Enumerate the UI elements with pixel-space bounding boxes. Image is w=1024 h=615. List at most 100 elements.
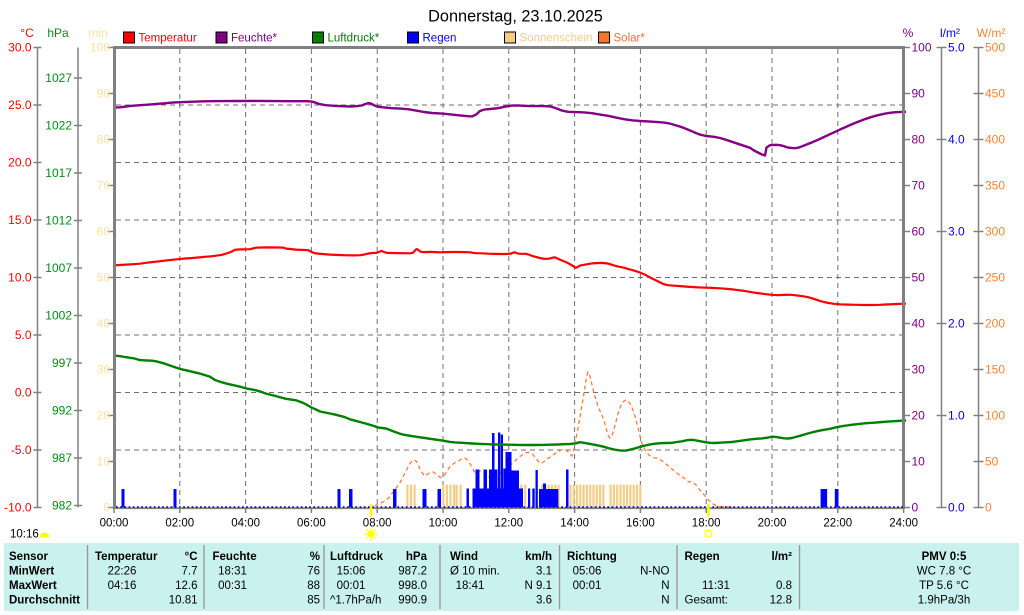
svg-text:0.0: 0.0 (948, 501, 965, 515)
svg-text:300: 300 (985, 225, 1005, 239)
svg-text:18:31: 18:31 (218, 566, 247, 578)
svg-text:00:00: 00:00 (100, 518, 129, 530)
svg-text:16:00: 16:00 (626, 518, 655, 530)
svg-text:20: 20 (97, 409, 111, 423)
svg-text:04:00: 04:00 (231, 518, 260, 530)
svg-text:N-NO: N-NO (640, 566, 669, 578)
svg-text:14:00: 14:00 (560, 518, 589, 530)
svg-text:22:26: 22:26 (108, 566, 137, 578)
svg-text:982: 982 (52, 499, 72, 513)
svg-text:TP 5.6 °C: TP 5.6 °C (919, 580, 969, 592)
svg-text:3.6: 3.6 (536, 595, 552, 607)
svg-text:30: 30 (912, 363, 926, 377)
svg-text:350: 350 (985, 179, 1005, 193)
svg-text:90: 90 (912, 87, 926, 101)
svg-text:15:06: 15:06 (337, 566, 366, 578)
svg-text:10: 10 (97, 455, 111, 469)
svg-text:4.0: 4.0 (948, 133, 965, 147)
svg-text:hPa: hPa (406, 551, 428, 563)
svg-text:25.0: 25.0 (8, 98, 32, 112)
svg-text:3.1: 3.1 (536, 566, 552, 578)
svg-text:hPa: hPa (47, 26, 69, 40)
svg-text:24:00: 24:00 (889, 518, 918, 530)
svg-text:88: 88 (307, 580, 320, 592)
svg-text:°C: °C (185, 551, 198, 563)
svg-text:10.0: 10.0 (8, 271, 32, 285)
svg-text:1022: 1022 (45, 119, 72, 133)
svg-text:12:00: 12:00 (494, 518, 523, 530)
svg-text:0: 0 (912, 501, 919, 515)
svg-text:5.0: 5.0 (948, 41, 965, 55)
svg-text:Wind: Wind (450, 551, 478, 563)
svg-text:40: 40 (97, 317, 111, 331)
svg-text:500: 500 (985, 41, 1005, 55)
svg-text:990.9: 990.9 (398, 595, 427, 607)
svg-text:76: 76 (307, 566, 320, 578)
svg-text:%: % (903, 26, 914, 40)
svg-text:70: 70 (912, 179, 926, 193)
svg-text:0: 0 (985, 501, 992, 515)
svg-text:08:00: 08:00 (363, 518, 392, 530)
svg-text:Feuchte*: Feuchte* (231, 33, 278, 45)
svg-text:Regen: Regen (685, 551, 720, 563)
svg-text:18:41: 18:41 (456, 580, 485, 592)
svg-text:22:00: 22:00 (823, 518, 852, 530)
svg-text:100: 100 (90, 41, 110, 55)
svg-text:Temperatur: Temperatur (139, 33, 197, 45)
svg-text:998.0: 998.0 (398, 580, 427, 592)
svg-text:50: 50 (985, 455, 999, 469)
svg-text:12.8: 12.8 (770, 595, 792, 607)
svg-text:Luftdruck*: Luftdruck* (328, 33, 380, 45)
svg-text:200: 200 (985, 317, 1005, 331)
svg-text:2.0: 2.0 (948, 317, 965, 331)
svg-text:00:01: 00:01 (573, 580, 602, 592)
svg-text:Solar*: Solar* (614, 33, 646, 45)
svg-text:80: 80 (97, 133, 111, 147)
svg-text:N: N (661, 580, 669, 592)
svg-text:40: 40 (912, 317, 926, 331)
svg-text:MaxWert: MaxWert (9, 580, 57, 592)
svg-text:10:16: 10:16 (10, 529, 39, 541)
svg-text:%: % (310, 551, 320, 563)
svg-text:min: min (88, 26, 107, 40)
svg-text:km/h: km/h (525, 551, 552, 563)
svg-text:1002: 1002 (45, 309, 72, 323)
svg-text:06:00: 06:00 (297, 518, 326, 530)
svg-text:85: 85 (307, 595, 320, 607)
svg-text:250: 250 (985, 271, 1005, 285)
svg-text:100: 100 (912, 41, 932, 55)
svg-text:987.2: 987.2 (398, 566, 427, 578)
svg-text:150: 150 (985, 363, 1005, 377)
svg-text:-10.0: -10.0 (4, 501, 32, 515)
svg-text:Ø 10 min.: Ø 10 min. (450, 566, 500, 578)
svg-text:80: 80 (912, 133, 926, 147)
svg-text:450: 450 (985, 87, 1005, 101)
svg-text:MinWert: MinWert (9, 566, 54, 578)
svg-text:Durchschnitt: Durchschnitt (9, 595, 80, 607)
svg-text:10:00: 10:00 (429, 518, 458, 530)
svg-text:1012: 1012 (45, 214, 72, 228)
svg-text:05:06: 05:06 (573, 566, 602, 578)
svg-text:Temperatur: Temperatur (95, 551, 158, 563)
svg-text:1.0: 1.0 (948, 409, 965, 423)
svg-text:11:31: 11:31 (702, 580, 730, 592)
svg-text:3.0: 3.0 (948, 225, 965, 239)
svg-text:Gesamt:: Gesamt: (685, 595, 728, 607)
svg-text:60: 60 (912, 225, 926, 239)
svg-text:10.81: 10.81 (169, 595, 198, 607)
svg-text:15.0: 15.0 (8, 213, 32, 227)
svg-text:90: 90 (97, 87, 111, 101)
svg-text:PMV 0:5: PMV 0:5 (922, 551, 967, 563)
svg-text:WC 7.8 °C: WC 7.8 °C (917, 566, 971, 578)
svg-text:987: 987 (52, 451, 72, 465)
svg-text:60: 60 (97, 225, 111, 239)
svg-text:N 9.1: N 9.1 (525, 580, 553, 592)
svg-text:100: 100 (985, 409, 1005, 423)
svg-text:l/m²: l/m² (940, 26, 960, 40)
svg-text:Richtung: Richtung (567, 551, 617, 563)
svg-text:W/m²: W/m² (977, 26, 1006, 40)
svg-text:50: 50 (912, 271, 926, 285)
svg-text:Feuchte: Feuchte (213, 551, 257, 563)
svg-text:^1.7hPa/h: ^1.7hPa/h (330, 595, 381, 607)
svg-text:Sensor: Sensor (9, 551, 49, 563)
